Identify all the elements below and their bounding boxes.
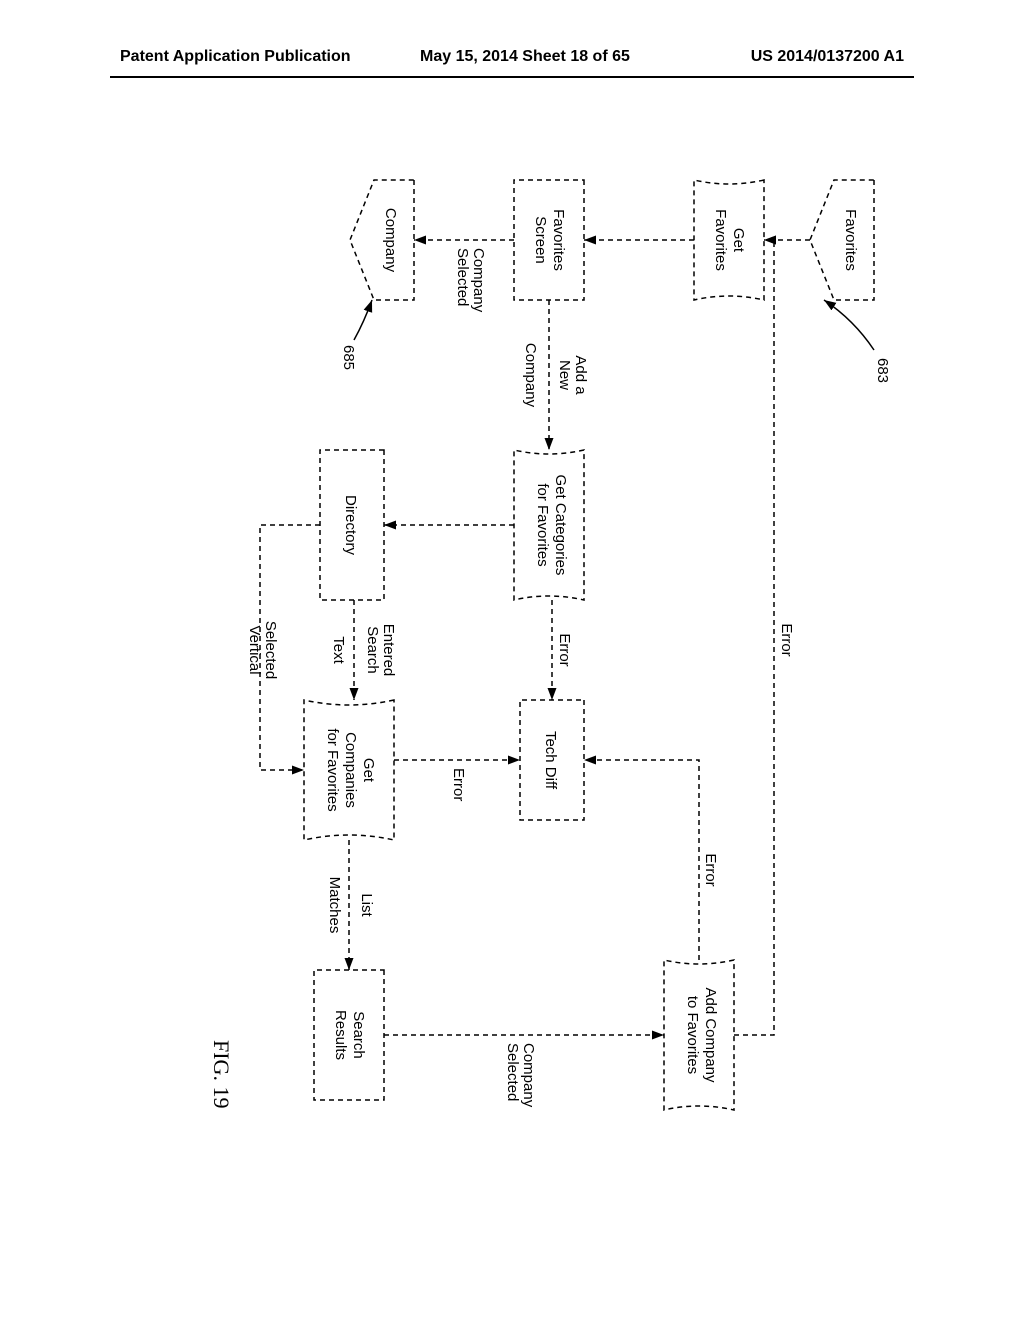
- label-get-categories-2: for Favorites: [534, 483, 551, 566]
- label-get-companies-1: Get: [360, 758, 377, 783]
- edge-label-entered-3: Text: [330, 636, 347, 664]
- edge-label-company-selected-1b: Selected: [454, 248, 471, 306]
- edge-label-error-2: Error: [450, 768, 467, 801]
- edge-label-entered-1: Entered: [380, 624, 397, 677]
- ref-683-pointer: [824, 300, 874, 350]
- label-tech-diff: Tech Diff: [542, 731, 559, 790]
- label-directory: Directory: [342, 495, 359, 556]
- ref-685-pointer: [354, 300, 372, 340]
- label-add-company-2: to Favorites: [684, 996, 701, 1074]
- page-header: Patent Application Publication May 15, 2…: [0, 48, 1024, 78]
- label-get-companies-3: for Favorites: [324, 728, 341, 811]
- label-favorites-offpage: Favorites: [842, 209, 859, 271]
- edge-label-error-4: Error: [778, 623, 795, 656]
- header-right: US 2014/0137200 A1: [751, 48, 904, 66]
- label-favorites-screen-1: Favorites: [550, 209, 567, 271]
- label-get-companies-2: Companies: [342, 732, 359, 808]
- label-get-categories-1: Get Categories: [552, 475, 569, 576]
- patent-page: Patent Application Publication May 15, 2…: [0, 0, 1024, 1320]
- edge-label-error-1: Error: [556, 633, 573, 666]
- label-search-results-1: Search: [350, 1011, 367, 1059]
- label-search-results-2: Results: [332, 1010, 349, 1060]
- edge-label-addnew-1: Add a: [572, 355, 589, 395]
- ref-683: 683: [874, 358, 891, 383]
- label-company-offpage: Company: [382, 208, 399, 273]
- header-rule: [110, 76, 914, 78]
- edge-addcomp-getfav: [734, 240, 774, 1035]
- edge-label-company-selected-2a: Company: [520, 1043, 537, 1108]
- ref-685: 685: [340, 345, 357, 370]
- label-get-favorites-1: Get: [730, 228, 747, 253]
- edge-label-selvert-1: Selected: [262, 621, 279, 679]
- figure-label: FIG. 19: [209, 1040, 234, 1108]
- label-get-favorites-2: Favorites: [712, 209, 729, 271]
- label-favorites-screen-2: Screen: [532, 216, 549, 264]
- header-center: May 15, 2014 Sheet 18 of 65: [420, 48, 630, 66]
- edge-addcomp-techdiff: [584, 760, 699, 960]
- node-favorites-screen: [514, 180, 584, 300]
- edge-label-addnew-2: New: [556, 360, 573, 390]
- label-add-company-1: Add Company: [702, 987, 719, 1083]
- diagram: Favorites Get Favorites Favorites Screen…: [0, 140, 914, 944]
- edge-label-selvert-2: Vertical: [246, 625, 263, 674]
- flowchart-svg: Favorites Get Favorites Favorites Screen…: [110, 140, 914, 1200]
- node-search-results: [314, 970, 384, 1100]
- node-get-favorites: [694, 180, 764, 300]
- edge-label-listmatch-1: List: [358, 893, 375, 917]
- edge-label-entered-2: Search: [364, 626, 381, 674]
- header-left: Patent Application Publication: [120, 48, 351, 66]
- edge-label-error-3: Error: [702, 853, 719, 886]
- edge-label-listmatch-2: Matches: [326, 877, 343, 934]
- edge-label-addnew-4: Company: [522, 343, 539, 408]
- edge-label-company-selected-2b: Selected: [504, 1043, 521, 1101]
- edge-label-company-selected-1a: Company: [470, 248, 487, 313]
